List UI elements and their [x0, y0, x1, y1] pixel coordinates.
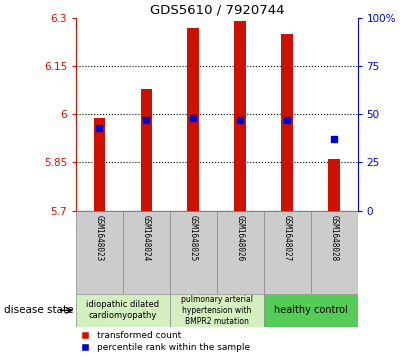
Text: GSM1648025: GSM1648025	[189, 215, 198, 261]
Text: idiopathic dilated
cardiomyopathy: idiopathic dilated cardiomyopathy	[86, 300, 159, 321]
Bar	[170, 294, 264, 327]
Bar	[123, 211, 170, 294]
Bar	[264, 211, 311, 294]
Text: healthy control: healthy control	[274, 305, 348, 315]
Point	[190, 115, 196, 121]
Bar	[311, 211, 358, 294]
Point	[143, 117, 150, 123]
Legend: transformed count, percentile rank within the sample: transformed count, percentile rank withi…	[81, 331, 250, 352]
Text: disease state: disease state	[4, 305, 74, 315]
Bar	[76, 211, 123, 294]
Bar	[141, 89, 152, 211]
Point	[331, 136, 337, 142]
Bar	[94, 118, 105, 211]
Point	[237, 117, 244, 123]
Text: GSM1648023: GSM1648023	[95, 215, 104, 261]
Text: GSM1648027: GSM1648027	[283, 215, 292, 261]
Bar	[328, 159, 340, 211]
Bar	[264, 294, 358, 327]
Bar	[234, 21, 246, 211]
Point	[96, 125, 103, 131]
Point	[284, 117, 291, 123]
Bar	[187, 28, 199, 211]
Title: GDS5610 / 7920744: GDS5610 / 7920744	[150, 4, 284, 17]
Text: GSM1648026: GSM1648026	[236, 215, 245, 261]
Bar	[281, 34, 293, 211]
Text: GSM1648024: GSM1648024	[142, 215, 151, 261]
Bar	[76, 294, 170, 327]
Text: pulmonary arterial
hypertension with
BMPR2 mutation: pulmonary arterial hypertension with BMP…	[181, 295, 253, 326]
Bar	[170, 211, 217, 294]
Text: GSM1648028: GSM1648028	[330, 215, 339, 261]
Bar	[217, 211, 264, 294]
